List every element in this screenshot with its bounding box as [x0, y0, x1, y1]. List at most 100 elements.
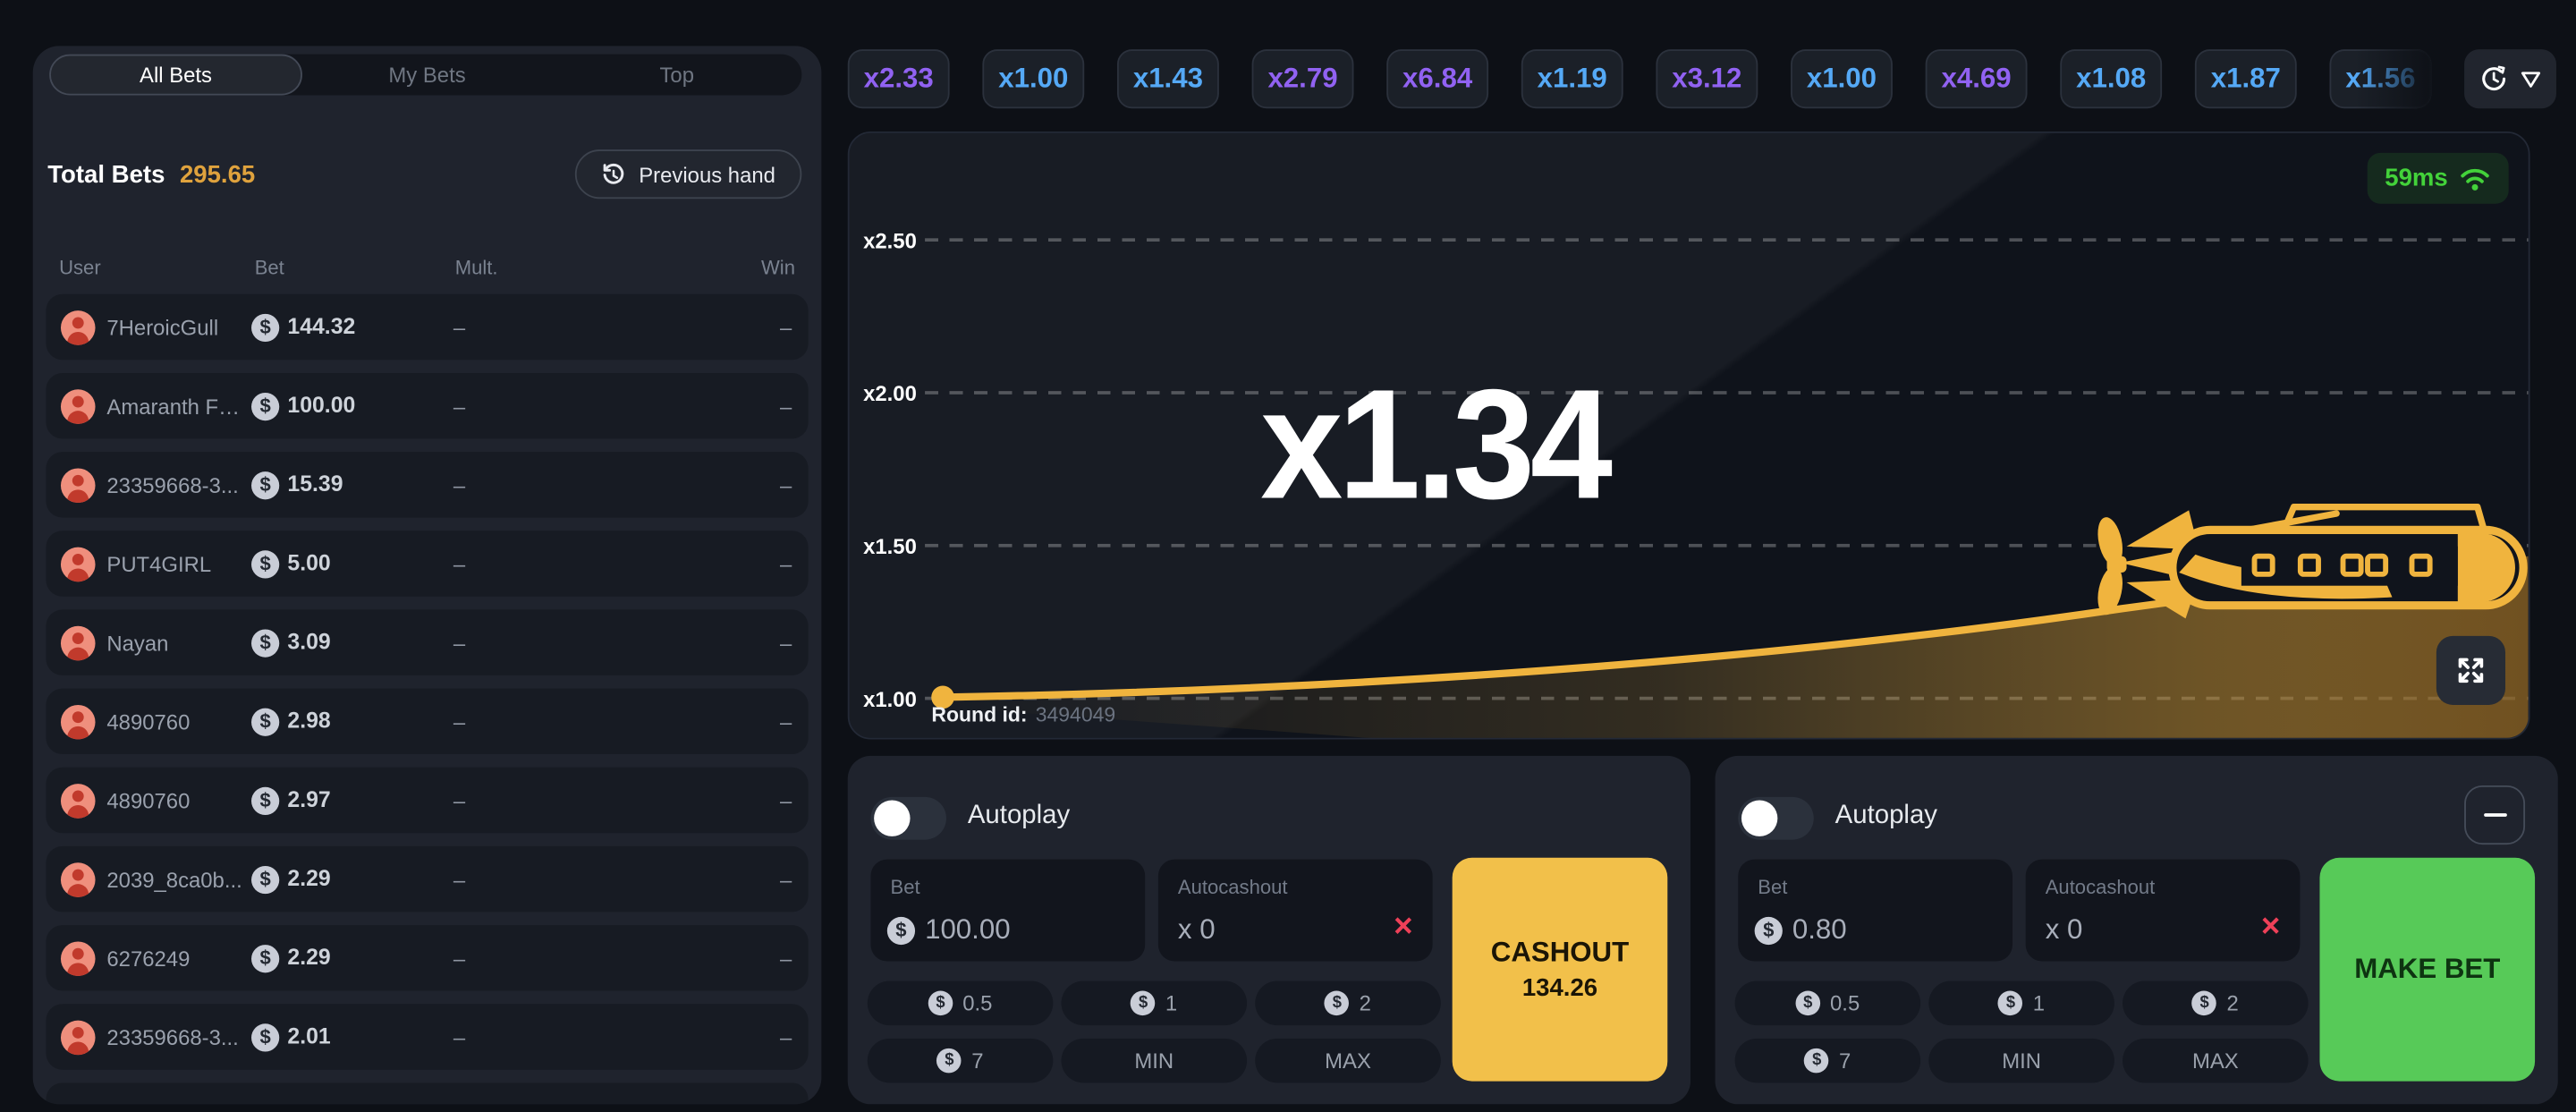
gridline [925, 238, 2529, 242]
avatar [60, 704, 96, 740]
autoplay-toggle[interactable] [1738, 796, 1814, 840]
quick-bet-button[interactable]: 7 [1734, 1038, 1921, 1083]
avatar [60, 625, 96, 661]
autoplay-toggle[interactable] [870, 796, 946, 840]
table-row: 23359668-3... 15.39 – – [46, 452, 809, 518]
row-multiplier: – [453, 472, 466, 498]
history-multiplier-chip[interactable]: x1.19 [1521, 49, 1623, 109]
quick-bet-button[interactable]: 7 [867, 1038, 1054, 1083]
history-multiplier-chip[interactable]: x1.08 [2060, 49, 2163, 109]
bet-input[interactable]: Bet 100.00 [870, 859, 1146, 962]
row-bet-amount: 15.39 [287, 471, 343, 497]
bet-input[interactable]: Bet 0.80 [1738, 859, 2012, 962]
quick-bet-button[interactable]: MIN [1928, 1038, 2114, 1083]
autocashout-input[interactable]: Autocashout x 0 [1157, 859, 1433, 962]
round-id: Round id: 3494049 [931, 703, 1115, 726]
quick-bet-label: 7 [1838, 1048, 1852, 1074]
avatar [60, 310, 96, 345]
quick-bet-label: 2 [1359, 990, 1371, 1016]
tab-my-bets[interactable]: My Bets [302, 55, 552, 96]
table-row: PUT4GIRL 5.00 – – [46, 531, 809, 597]
row-username: Amaranth Fat... [106, 394, 249, 420]
history-multiplier-chip[interactable]: x1.87 [2194, 49, 2297, 109]
quick-bet-button[interactable]: 1 [1061, 980, 1248, 1026]
history-multiplier-chip[interactable]: x2.79 [1251, 49, 1354, 109]
dollar-coin-icon [251, 391, 280, 420]
dollar-coin-icon [251, 1022, 280, 1051]
wifi-icon [2461, 167, 2489, 190]
history-multiplier-chip[interactable]: x4.69 [1925, 49, 2028, 109]
bets-table: 7HeroicGull 144.32 – – Amaranth Fat... 1… [46, 293, 809, 1070]
dollar-coin-icon [1131, 990, 1156, 1016]
history-dropdown-button[interactable] [2464, 49, 2556, 109]
row-username: Nayan [106, 631, 169, 656]
history-multiplier-chip[interactable]: x1.43 [1116, 49, 1219, 109]
row-username: 23359668-3... [106, 472, 239, 498]
row-bet-amount: 2.97 [287, 786, 331, 812]
row-win-amount: – [780, 631, 792, 656]
autocashout-input[interactable]: Autocashout x 0 [2025, 859, 2301, 962]
row-bet-amount: 100.00 [287, 392, 356, 418]
row-multiplier: – [453, 394, 466, 420]
quick-bet-button[interactable]: 1 [1928, 980, 2114, 1026]
table-row: 4890760 2.98 – – [46, 688, 809, 755]
row-bet-amount: 2.29 [287, 945, 331, 970]
table-row-partial [46, 1082, 809, 1105]
autocashout-label: Autocashout [2045, 875, 2156, 899]
quick-bet-button[interactable]: 0.5 [1734, 980, 1921, 1026]
cashout-label: CASHOUT [1490, 936, 1630, 968]
previous-hand-button[interactable]: Previous hand [574, 149, 802, 199]
minus-icon [2483, 812, 2506, 818]
previous-hand-label: Previous hand [639, 161, 775, 187]
row-multiplier: – [453, 631, 466, 656]
history-multiplier-chip[interactable]: x1.56 [2329, 49, 2432, 109]
history-multiplier-chip[interactable]: x1.00 [982, 49, 1085, 109]
row-bet-amount: 2.98 [287, 708, 331, 734]
autocashout-value: x 0 [1177, 913, 1216, 946]
quick-bet-button[interactable]: MIN [1061, 1038, 1248, 1083]
row-multiplier: – [453, 946, 466, 972]
history-multiplier-chip[interactable]: x2.33 [847, 49, 950, 109]
quick-bet-label: MIN [2002, 1048, 2041, 1074]
table-row: 23359668-3... 2.01 – – [46, 1004, 809, 1070]
quick-bet-button[interactable]: 2 [2123, 980, 2309, 1026]
make-bet-button[interactable]: MAKE BET [2319, 857, 2536, 1082]
gridline [925, 543, 2529, 548]
dollar-coin-icon [1804, 1048, 1829, 1074]
row-bet-amount: 3.09 [287, 629, 331, 655]
dollar-coin-icon [1754, 915, 1783, 945]
table-row: 7HeroicGull 144.32 – – [46, 293, 809, 361]
clear-autocashout-button[interactable] [1394, 911, 1412, 944]
clear-autocashout-button[interactable] [2261, 911, 2280, 944]
dollar-coin-icon [928, 990, 953, 1016]
row-bet-amount: 2.01 [287, 1023, 331, 1048]
quick-bet-label: MAX [1325, 1048, 1371, 1074]
quick-bet-button[interactable]: 2 [1255, 980, 1441, 1026]
row-win-amount: – [780, 709, 792, 735]
history-multiplier-chip[interactable]: x6.84 [1386, 49, 1489, 109]
history-multiplier-chip[interactable]: x3.12 [1656, 49, 1758, 109]
quick-bet-label: 0.5 [1830, 990, 1860, 1016]
submarine-plane-art [2097, 504, 2528, 619]
remove-panel-button[interactable] [2464, 785, 2526, 845]
row-multiplier: – [453, 788, 466, 814]
history-multiplier-chip[interactable]: x1.00 [1791, 49, 1893, 109]
avatar [60, 862, 96, 897]
avatar [60, 784, 96, 819]
quick-bet-button[interactable]: 0.5 [867, 980, 1054, 1026]
bet-input-value: 100.00 [925, 913, 1011, 946]
game-area: x2.50 x2.00 x1.50 x1.00 [847, 131, 2530, 740]
tab-top[interactable]: Top [552, 55, 801, 96]
bet-card-1: Autoplay Bet 100.00 Autocashout x 0 0.5 … [847, 755, 1690, 1105]
toggle-knob [874, 800, 911, 836]
latency-badge: 59ms [2367, 152, 2509, 204]
fullscreen-button[interactable] [2436, 635, 2506, 705]
avatar [60, 547, 96, 582]
cashout-button[interactable]: CASHOUT 134.26 [1452, 857, 1668, 1082]
tab-all-bets[interactable]: All Bets [49, 54, 302, 96]
table-row: Nayan 3.09 – – [46, 609, 809, 675]
quick-bet-button[interactable]: MAX [2123, 1038, 2309, 1083]
row-win-amount: – [780, 552, 792, 577]
autoplay-label: Autoplay [967, 802, 1071, 830]
quick-bet-button[interactable]: MAX [1255, 1038, 1441, 1083]
